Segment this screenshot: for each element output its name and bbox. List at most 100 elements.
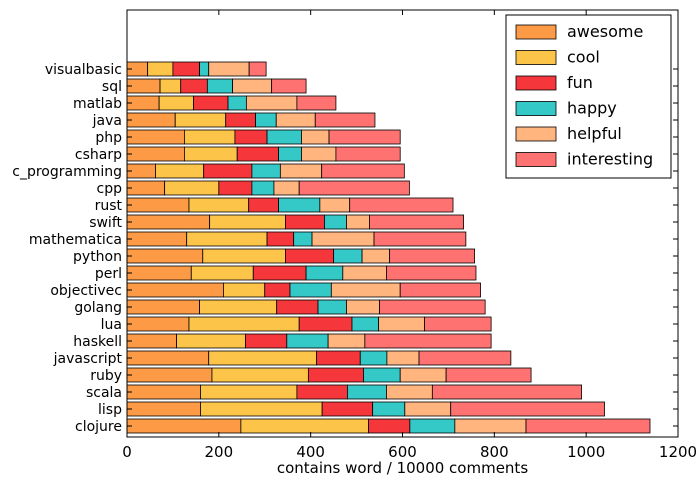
bar-cpp-interesting [298, 180, 410, 196]
y-tick-label-csharp: csharp [75, 147, 122, 163]
bar-perl-awesome [126, 265, 192, 281]
legend-label-fun: fun [567, 73, 593, 92]
bar-perl-helpful [342, 265, 387, 281]
bar-mathematica-happy [293, 231, 313, 247]
bar-haskell-awesome [126, 333, 177, 349]
bar-matlab-cool [158, 95, 194, 111]
legend-label-helpful: helpful [567, 124, 622, 143]
bar-c_programming-fun [203, 163, 253, 179]
bar-scala-cool [200, 384, 298, 400]
bar-scala-helpful [386, 384, 433, 400]
bar-ruby-awesome [126, 367, 213, 383]
legend-label-happy: happy [567, 99, 617, 118]
bar-matlab-fun [193, 95, 229, 111]
y-tick-label-scala: scala [86, 385, 122, 401]
bar-sql-cool [159, 78, 182, 94]
bar-rust-fun [248, 197, 279, 213]
bar-sql-happy [206, 78, 234, 94]
bar-java-helpful [275, 112, 316, 128]
ticks-layer: 0 200 400 600 800 1000 1200 visualbasicsqlmatla… [12, 10, 697, 461]
bar-mathematica-interesting [373, 231, 467, 247]
bar-python-helpful [361, 248, 391, 264]
legend-swatch-helpful [515, 126, 557, 142]
bar-mathematica-fun [266, 231, 295, 247]
bar-lisp-cool [200, 401, 323, 417]
bar-php-fun [234, 129, 268, 145]
bar-scala-interesting [431, 384, 582, 400]
bar-golang-happy [317, 299, 347, 315]
bar-scala-fun [296, 384, 348, 400]
bar-lua-interesting [424, 316, 492, 332]
bar-sql-helpful [232, 78, 273, 94]
bar-csharp-awesome [126, 146, 185, 162]
bar-python-fun [285, 248, 335, 264]
y-tick-label-lisp: lisp [98, 402, 122, 418]
bar-javascript-awesome [126, 350, 210, 366]
bar-python-happy [333, 248, 363, 264]
bar-golang-helpful [346, 299, 380, 315]
bar-visualbasic-helpful [208, 61, 250, 77]
bar-cpp-cool [164, 180, 220, 196]
bar-perl-fun [252, 265, 307, 281]
y-tick-label-perl: perl [95, 266, 122, 282]
y-tick-label-swift: swift [89, 215, 122, 231]
bar-mathematica-helpful [311, 231, 375, 247]
x-tick-label: 400 [296, 443, 325, 461]
bar-lisp-happy [372, 401, 406, 417]
bar-javascript-helpful [386, 350, 420, 366]
bar-matlab-helpful [245, 95, 298, 111]
y-tick-label-objectivec: objectivec [50, 283, 122, 299]
legend-label-cool: cool [567, 48, 600, 67]
bar-haskell-happy [286, 333, 329, 349]
legend-swatch-interesting [515, 152, 557, 167]
bar-lua-happy [351, 316, 380, 332]
y-tick-label-c_programming: c_programming [12, 164, 122, 180]
y-tick-label-lua: lua [101, 317, 122, 333]
bar-golang-interesting [379, 299, 486, 315]
bar-php-awesome [126, 129, 185, 145]
y-tick-label-php: php [95, 130, 122, 146]
bar-perl-interesting [386, 265, 477, 281]
legend: awesome cool fun happy helpful interesting [505, 14, 672, 179]
bar-clojure-cool [240, 418, 369, 434]
bar-ruby-helpful [399, 367, 447, 383]
bar-csharp-cool [183, 146, 238, 162]
bar-clojure-happy [409, 418, 456, 434]
bar-mathematica-cool [186, 231, 268, 247]
bar-java-cool [174, 112, 227, 128]
bar-visualbasic-fun [172, 61, 200, 77]
y-tick-label-haskell: haskell [73, 334, 122, 350]
bar-swift-helpful [346, 214, 370, 230]
bar-golang-fun [276, 299, 319, 315]
bar-scala-awesome [126, 384, 201, 400]
legend-swatch-awesome [515, 24, 557, 40]
bar-swift-awesome [126, 214, 211, 230]
bar-python-interesting [389, 248, 475, 264]
bar-objectivec-interesting [399, 282, 481, 298]
bar-objectivec-fun [264, 282, 291, 298]
bar-javascript-happy [359, 350, 388, 366]
bar-php-helpful [301, 129, 330, 145]
bar-lisp-fun [321, 401, 374, 417]
bar-cpp-fun [218, 180, 253, 196]
x-tick-label: 200 [205, 443, 234, 461]
bar-objectivec-awesome [126, 282, 224, 298]
legend-swatch-happy [515, 101, 557, 116]
bar-javascript-cool [208, 350, 318, 366]
bar-c_programming-cool [155, 163, 205, 179]
bar-clojure-interesting [525, 418, 651, 434]
bar-lua-cool [188, 316, 300, 332]
bar-csharp-helpful [301, 146, 337, 162]
y-tick-label-javascript: javascript [53, 351, 123, 367]
bar-sql-interesting [271, 78, 307, 94]
y-tick-label-java: java [92, 113, 122, 129]
x-axis-label: contains word / 10000 comments [277, 459, 528, 477]
bar-ruby-happy [363, 367, 401, 383]
bar-visualbasic-cool [147, 61, 174, 77]
bar-lisp-interesting [450, 401, 605, 417]
bar-php-cool [183, 129, 236, 145]
legend-swatch-cool [515, 50, 557, 65]
y-tick-label-sql: sql [102, 79, 122, 95]
